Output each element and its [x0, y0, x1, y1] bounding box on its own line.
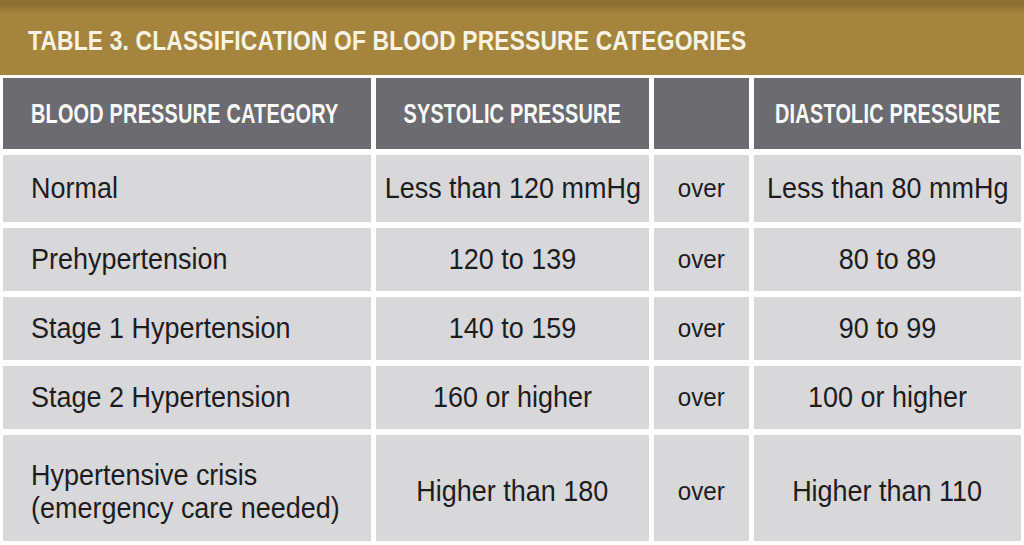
- row-prehypertension-diastolic: 80 to 89: [839, 243, 936, 276]
- row-normal-diastolic-cell: Less than 80 mmHg: [754, 155, 1021, 222]
- row-stage1-over: over: [678, 312, 725, 345]
- row-stage2-diastolic: 100 or higher: [808, 381, 967, 414]
- row-prehypertension-diastolic-cell: 80 to 89: [754, 228, 1021, 291]
- header-over-spacer: [654, 78, 749, 149]
- row-crisis-diastolic: Higher than 110: [793, 475, 983, 508]
- header-diastolic-pressure-label: DIASTOLIC PRESSURE: [775, 98, 1001, 130]
- blood-pressure-table: BLOOD PRESSURE CATEGORY SYSTOLIC PRESSUR…: [3, 78, 1021, 541]
- table-title-band: TABLE 3. CLASSIFICATION OF BLOOD PRESSUR…: [0, 0, 1024, 75]
- header-diastolic-pressure: DIASTOLIC PRESSURE: [754, 78, 1021, 149]
- row-stage1-category-cell: Stage 1 Hypertension: [3, 297, 371, 360]
- row-stage1-category: Stage 1 Hypertension: [31, 312, 290, 345]
- row-stage1-diastolic: 90 to 99: [839, 312, 936, 345]
- row-prehypertension-category: Prehypertension: [31, 243, 227, 276]
- row-stage2-category-cell: Stage 2 Hypertension: [3, 366, 371, 429]
- row-prehypertension-over: over: [678, 243, 725, 276]
- header-systolic-pressure: SYSTOLIC PRESSURE: [376, 78, 649, 149]
- row-prehypertension-systolic-cell: 120 to 139: [376, 228, 649, 291]
- row-prehypertension-systolic: 120 to 139: [449, 243, 576, 276]
- row-crisis-category-cell: Hypertensive crisis (emergency care need…: [3, 435, 371, 541]
- row-normal-category: Normal: [31, 172, 118, 205]
- row-normal-systolic: Less than 120 mmHg: [384, 172, 640, 205]
- row-normal-category-cell: Normal: [3, 155, 371, 222]
- row-crisis-category: Hypertensive crisis (emergency care need…: [31, 459, 340, 525]
- header-blood-pressure-category: BLOOD PRESSURE CATEGORY: [3, 78, 371, 149]
- row-stage2-systolic: 160 or higher: [433, 381, 592, 414]
- table-title: TABLE 3. CLASSIFICATION OF BLOOD PRESSUR…: [28, 25, 746, 57]
- row-stage2-systolic-cell: 160 or higher: [376, 366, 649, 429]
- row-prehypertension-category-cell: Prehypertension: [3, 228, 371, 291]
- row-normal-over: over: [678, 172, 725, 205]
- row-stage1-diastolic-cell: 90 to 99: [754, 297, 1021, 360]
- row-normal-over-cell: over: [654, 155, 749, 222]
- row-stage1-systolic-cell: 140 to 159: [376, 297, 649, 360]
- row-stage2-diastolic-cell: 100 or higher: [754, 366, 1021, 429]
- row-normal-diastolic: Less than 80 mmHg: [767, 172, 1008, 205]
- row-stage2-over-cell: over: [654, 366, 749, 429]
- row-stage2-over: over: [678, 381, 725, 414]
- header-blood-pressure-category-label: BLOOD PRESSURE CATEGORY: [31, 98, 339, 130]
- row-crisis-systolic-cell: Higher than 180: [376, 435, 649, 541]
- row-crisis-over: over: [678, 475, 725, 508]
- row-crisis-systolic: Higher than 180: [417, 475, 609, 508]
- row-stage1-over-cell: over: [654, 297, 749, 360]
- header-systolic-pressure-label: SYSTOLIC PRESSURE: [404, 98, 622, 130]
- row-crisis-over-cell: over: [654, 435, 749, 541]
- row-normal-systolic-cell: Less than 120 mmHg: [376, 155, 649, 222]
- row-stage2-category: Stage 2 Hypertension: [31, 381, 290, 414]
- row-stage1-systolic: 140 to 159: [449, 312, 576, 345]
- row-prehypertension-over-cell: over: [654, 228, 749, 291]
- row-crisis-diastolic-cell: Higher than 110: [754, 435, 1021, 541]
